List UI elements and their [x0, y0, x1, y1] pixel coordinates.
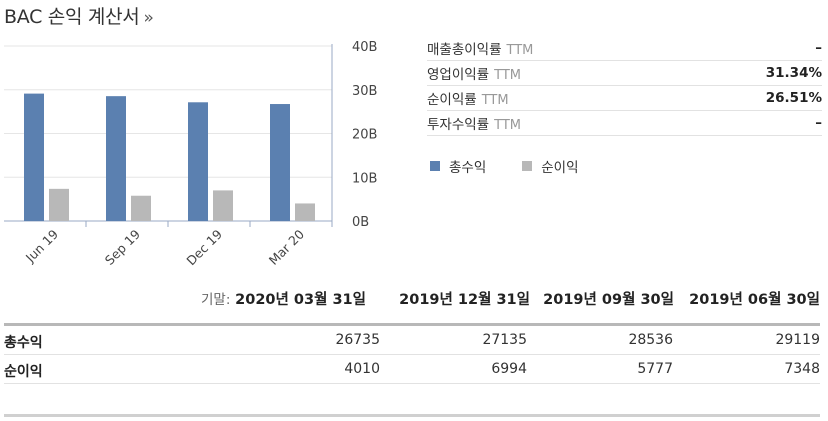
table-bottom-rule: [4, 414, 820, 417]
income-chart: 0B 10B 20B 30B 40B Jun 19 Sep 19 Dec 19 Mar 20: [4, 40, 377, 268]
metric-value: –: [815, 40, 822, 56]
bar-net-income: [213, 190, 233, 221]
table-cell: 28536: [628, 332, 673, 348]
table-top-rule: [4, 323, 820, 326]
page-title: BAC 손익 계산서»: [4, 2, 154, 29]
metric-label: 투자수익률: [427, 117, 490, 133]
metric-suffix: TTM: [481, 93, 509, 108]
metric-row-net-margin: 순이익률 TTM 26.51%: [427, 86, 822, 111]
table-cell: 5777: [637, 361, 673, 377]
metric-suffix: TTM: [494, 118, 521, 133]
more-link-icon[interactable]: »: [143, 8, 154, 28]
y-tick-label: 20B: [352, 128, 377, 143]
metric-label: 매출총이익률: [427, 42, 502, 58]
bar-revenue: [188, 102, 208, 221]
bar-revenue: [106, 96, 126, 221]
page-title-text: BAC 손익 계산서: [4, 6, 140, 28]
row-label: 순이익: [4, 364, 43, 380]
metric-value: –: [815, 115, 822, 131]
row-label: 총수익: [4, 335, 43, 351]
x-tick-label: Dec 19: [183, 226, 225, 268]
table-cell: 6994: [491, 361, 527, 377]
chart-legend: 총수익 순이익: [430, 156, 615, 176]
metric-value: 26.51%: [765, 90, 822, 106]
metric-row-operating-margin: 영업이익률 TTM 31.34%: [427, 61, 822, 86]
period-base-label: 기말:: [201, 292, 231, 308]
y-tick-label: 30B: [352, 84, 377, 99]
metric-suffix: TTM: [494, 68, 521, 83]
bar-net-income: [131, 195, 151, 221]
period-date: 2019년 06월 30일: [689, 291, 820, 308]
x-tick-label: Jun 19: [22, 226, 61, 265]
legend-label: 총수익: [449, 160, 487, 176]
metric-label: 영업이익률: [427, 67, 490, 83]
metric-label: 순이익률: [427, 92, 477, 108]
period-date: 2019년 09월 30일: [543, 291, 674, 308]
metrics-list: 매출총이익률 TTM – 영업이익률 TTM 31.34% 순이익률 TTM 26.5…: [427, 36, 822, 136]
table-cell: 29119: [775, 332, 820, 348]
metric-row-roi: 투자수익률 TTM –: [427, 111, 822, 136]
table-row-revenue: 총수익 26735 27135 28536 29119: [4, 326, 820, 355]
legend-item-net-income[interactable]: 순이익: [522, 156, 579, 176]
bar-revenue: [270, 104, 290, 221]
bar-revenue: [24, 93, 44, 221]
bar-net-income: [295, 203, 315, 221]
legend-swatch: [522, 161, 533, 171]
legend-label: 순이익: [541, 160, 579, 176]
bar-net-income: [49, 188, 69, 221]
table-cell: 7348: [784, 361, 820, 377]
metric-value: 31.34%: [765, 65, 822, 81]
legend-item-revenue[interactable]: 총수익: [430, 156, 486, 176]
table-cell: 27135: [482, 332, 527, 348]
legend-swatch: [430, 161, 440, 171]
y-tick-label: 10B: [352, 171, 377, 186]
table-cell: 26735: [335, 332, 380, 348]
period-date: 2019년 12월 31일: [399, 291, 530, 308]
metric-suffix: TTM: [506, 43, 534, 58]
y-tick-label: 40B: [352, 40, 377, 55]
y-tick-label: 0B: [352, 215, 369, 230]
table-cell: 4010: [344, 361, 380, 377]
table-row-net-income: 순이익 4010 6994 5777 7348: [4, 355, 820, 384]
x-tick-label: Sep 19: [102, 226, 143, 267]
period-date: 2020년 03월 31일: [235, 291, 366, 308]
metric-row-gross-margin: 매출총이익률 TTM –: [427, 36, 822, 61]
x-tick-label: Mar 20: [266, 226, 307, 267]
